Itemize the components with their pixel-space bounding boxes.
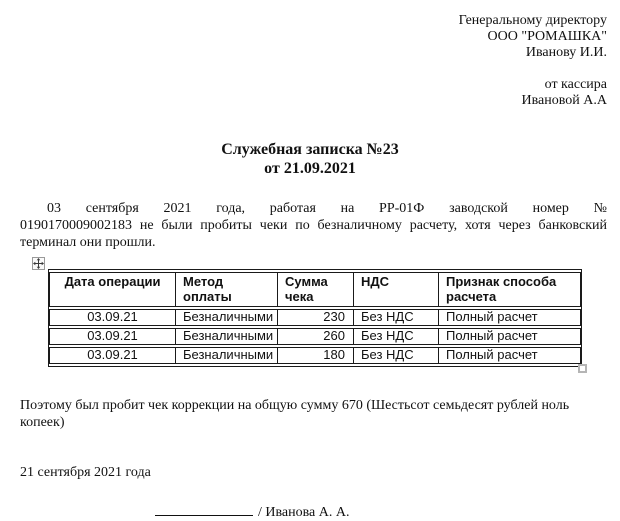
- table-row: 03.09.21 Безналичными 230 Без НДС Полный…: [49, 309, 581, 326]
- conclusion-line-1: Поэтому был пробит чек коррекции на общу…: [20, 398, 570, 413]
- sender-block: от кассира Ивановой А.А: [0, 77, 607, 109]
- conclusion-line-2: копеек): [20, 415, 65, 430]
- signature-row: / Иванова А. А.: [20, 502, 607, 521]
- cell-method[interactable]: Безналичными: [176, 347, 278, 364]
- cell-date[interactable]: 03.09.21: [49, 328, 176, 345]
- move-cross-icon: [33, 258, 44, 269]
- table-header-row: Дата операции Метод оплаты Сумма чека НД…: [49, 272, 581, 307]
- intro-line-2: 0190170009002183 не были пробиты чеки по…: [20, 218, 607, 233]
- recipient-line-company: ООО "РОМАШКА": [487, 29, 607, 44]
- document-date: 21 сентября 2021 года: [20, 465, 151, 480]
- col-header-operation-date[interactable]: Дата операции: [49, 272, 176, 307]
- cell-method[interactable]: Безналичными: [176, 328, 278, 345]
- conclusion-paragraph: Поэтому был пробит чек коррекции на общу…: [20, 397, 607, 431]
- operations-table-container: Дата операции Метод оплаты Сумма чека НД…: [32, 257, 587, 373]
- table-resize-handle[interactable]: [578, 364, 587, 373]
- table-row: 03.09.21 Безналичными 180 Без НДС Полный…: [49, 347, 581, 364]
- signature-name: / Иванова А. А.: [258, 505, 350, 520]
- cell-amount[interactable]: 180: [278, 347, 354, 364]
- sender-line-role: от кассира: [544, 77, 607, 92]
- memo-title-block: Служебная записка №23 от 21.09.2021: [0, 140, 620, 178]
- operations-table: Дата операции Метод оплаты Сумма чека НД…: [48, 269, 582, 367]
- recipient-block: Генеральному директору ООО "РОМАШКА" Ива…: [0, 0, 607, 61]
- recipient-line-position: Генеральному директору: [458, 13, 607, 28]
- cell-date[interactable]: 03.09.21: [49, 347, 176, 364]
- cell-amount[interactable]: 230: [278, 309, 354, 326]
- intro-line-1: 03 сентября 2021 года, работая на РР-01Ф…: [47, 201, 607, 216]
- col-header-settlement-attribute[interactable]: Признак способа расчета: [439, 272, 581, 307]
- recipient-line-name: Иванову И.И.: [525, 45, 607, 60]
- intro-paragraph: 03 сентября 2021 года, работая на РР-01Ф…: [20, 200, 607, 251]
- cell-attribute[interactable]: Полный расчет: [439, 328, 581, 345]
- col-header-payment-method[interactable]: Метод оплаты: [176, 272, 278, 307]
- cell-method[interactable]: Безналичными: [176, 309, 278, 326]
- memo-title: Служебная записка №23: [221, 141, 399, 158]
- col-header-check-amount[interactable]: Сумма чека: [278, 272, 354, 307]
- intro-line-3: терминал они прошли.: [20, 235, 156, 250]
- cell-vat[interactable]: Без НДС: [354, 309, 439, 326]
- cell-vat[interactable]: Без НДС: [354, 328, 439, 345]
- cell-attribute[interactable]: Полный расчет: [439, 309, 581, 326]
- col-header-vat[interactable]: НДС: [354, 272, 439, 307]
- signature-line: [155, 502, 253, 516]
- table-row: 03.09.21 Безналичными 260 Без НДС Полный…: [49, 328, 581, 345]
- table-move-handle[interactable]: [32, 257, 45, 270]
- memo-title-date: от 21.09.2021: [264, 160, 356, 177]
- cell-attribute[interactable]: Полный расчет: [439, 347, 581, 364]
- cell-date[interactable]: 03.09.21: [49, 309, 176, 326]
- cell-amount[interactable]: 260: [278, 328, 354, 345]
- cell-vat[interactable]: Без НДС: [354, 347, 439, 364]
- sender-line-name: Ивановой А.А: [521, 93, 607, 108]
